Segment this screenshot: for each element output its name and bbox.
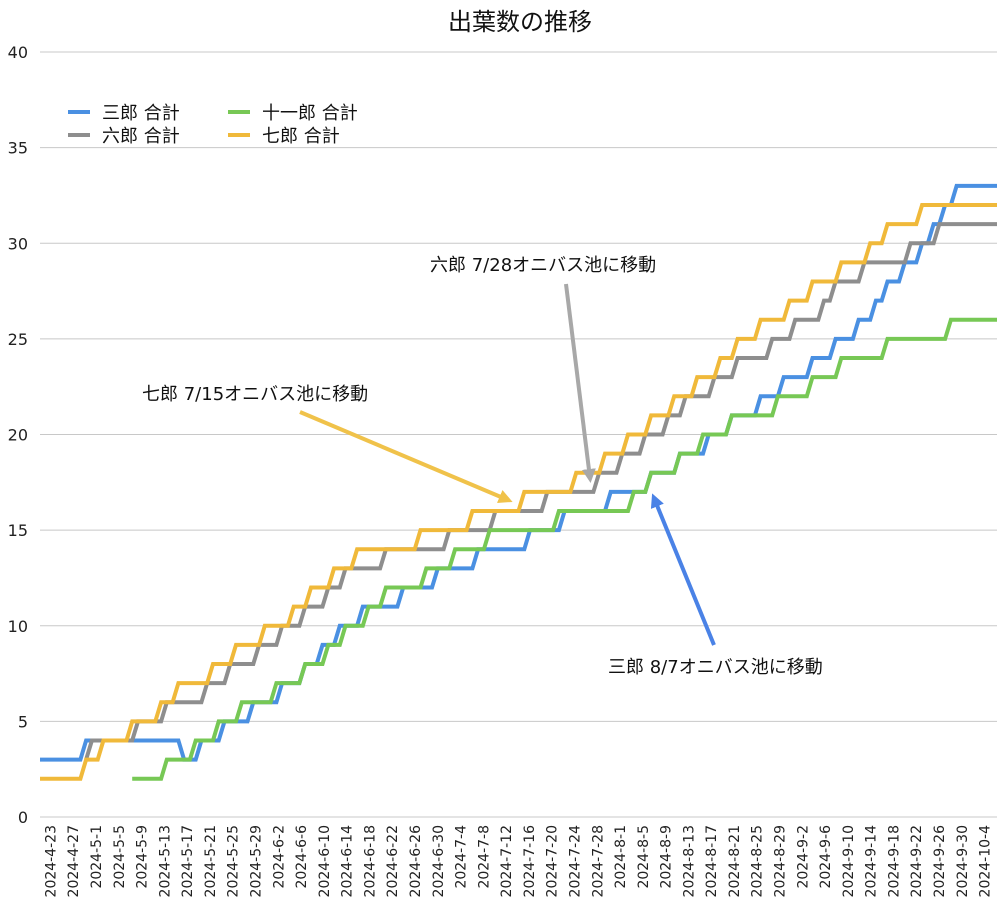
x-axis: 2024-4-23 2024-4-27 2024-5-1 2024-5-5 2024-5… — [43, 825, 993, 898]
x-tick-label: 2024-5-29 — [249, 825, 265, 897]
y-tick-label: 40 — [8, 43, 28, 62]
y-tick-label: 5 — [18, 712, 28, 731]
series-line-3 — [40, 203, 997, 781]
x-tick-label: 2024-9-26 — [932, 825, 948, 898]
x-tick-label: 2024-8-29 — [773, 825, 789, 897]
x-tick-label: 2024-8-9 — [659, 825, 675, 889]
x-tick-label: 2024-7-28 — [590, 825, 606, 897]
y-tick-label: 0 — [18, 808, 28, 827]
x-tick-label: 2024-7-4 — [454, 825, 470, 889]
chart-title: 出葉数の推移 — [448, 8, 592, 36]
x-tick-label: 2024-7-20 — [545, 825, 561, 897]
x-tick-label: 2024-4-27 — [66, 825, 82, 897]
x-tick-label: 2024-6-26 — [408, 825, 424, 898]
x-tick-label: 2024-8-21 — [727, 825, 743, 897]
x-tick-label: 2024-9-14 — [864, 825, 880, 898]
x-tick-label: 2024-6-22 — [385, 825, 401, 897]
x-tick-label: 2024-5-13 — [157, 825, 173, 897]
x-tick-label: 2024-10-4 — [978, 825, 994, 898]
x-tick-label: 2024-5-1 — [89, 825, 105, 889]
series-line-2 — [132, 317, 997, 781]
x-tick-label: 2024-6-30 — [431, 825, 447, 897]
x-tick-label: 2024-5-21 — [203, 825, 219, 897]
y-tick-label: 35 — [8, 139, 28, 158]
y-tick-label: 30 — [8, 234, 28, 253]
gridlines — [40, 51, 997, 818]
x-tick-label: 2024-7-8 — [476, 825, 492, 889]
x-tick-label: 2024-9-30 — [955, 825, 971, 897]
x-tick-label: 2024-9-6 — [818, 825, 834, 889]
series-lines — [40, 183, 997, 781]
x-tick-label: 2024-9-18 — [887, 825, 903, 897]
x-tick-label: 2024-8-5 — [636, 825, 652, 889]
y-tick-label: 10 — [8, 617, 28, 636]
x-tick-label: 2024-5-5 — [112, 825, 128, 889]
annotation-saburo-text: 三郎 8/7オニバス池に移動 — [608, 657, 823, 678]
x-tick-label: 2024-5-9 — [135, 825, 151, 889]
x-tick-label: 2024-7-16 — [522, 825, 538, 898]
x-tick-label: 2024-8-25 — [750, 825, 766, 897]
x-tick-label: 2024-5-25 — [226, 825, 242, 897]
x-tick-label: 2024-8-17 — [704, 825, 720, 897]
annotation-shichiro: 七郎 7/15オニバス池に移動 — [142, 384, 513, 503]
x-tick-label: 2024-4-23 — [43, 825, 59, 897]
y-tick-label: 25 — [8, 330, 28, 349]
annotation-rokuro: 六郎 7/28オニバス池に移動 — [430, 255, 656, 483]
annotation-shichiro-arrow — [299, 410, 513, 503]
x-tick-label: 2024-8-1 — [613, 825, 629, 889]
x-tick-label: 2024-6-10 — [317, 825, 333, 897]
x-tick-label: 2024-7-24 — [568, 825, 584, 898]
series-line-1 — [84, 222, 997, 761]
x-tick-label: 2024-5-17 — [180, 825, 196, 897]
annotation-rokuro-text: 六郎 7/28オニバス池に移動 — [430, 255, 656, 276]
legend-label-2: 十一郎 合計 — [262, 103, 358, 124]
x-tick-label: 2024-6-6 — [294, 825, 310, 889]
x-tick-label: 2024-7-12 — [499, 825, 515, 897]
y-tick-label: 15 — [8, 521, 28, 540]
x-tick-label: 2024-9-22 — [909, 825, 925, 897]
y-tick-label: 20 — [8, 426, 28, 445]
x-tick-label: 2024-9-10 — [841, 825, 857, 897]
annotation-saburo-arrow — [650, 493, 716, 646]
x-tick-label: 2024-9-2 — [795, 825, 811, 889]
x-tick-label: 2024-8-13 — [681, 825, 697, 897]
annotation-saburo: 三郎 8/7オニバス池に移動 — [608, 493, 823, 678]
x-tick-label: 2024-6-18 — [362, 825, 378, 897]
x-tick-label: 2024-6-2 — [271, 825, 287, 889]
legend-label-3: 七郎 合計 — [262, 126, 340, 147]
y-axis: 0 5 10 15 20 25 30 35 40 — [8, 43, 28, 827]
annotation-shichiro-text: 七郎 7/15オニバス池に移動 — [142, 384, 368, 405]
legend-label-0: 三郎 合計 — [102, 103, 180, 124]
legend-label-1: 六郎 合計 — [102, 126, 180, 147]
annotation-rokuro-arrow — [564, 283, 596, 483]
x-tick-label: 2024-6-14 — [340, 825, 356, 898]
